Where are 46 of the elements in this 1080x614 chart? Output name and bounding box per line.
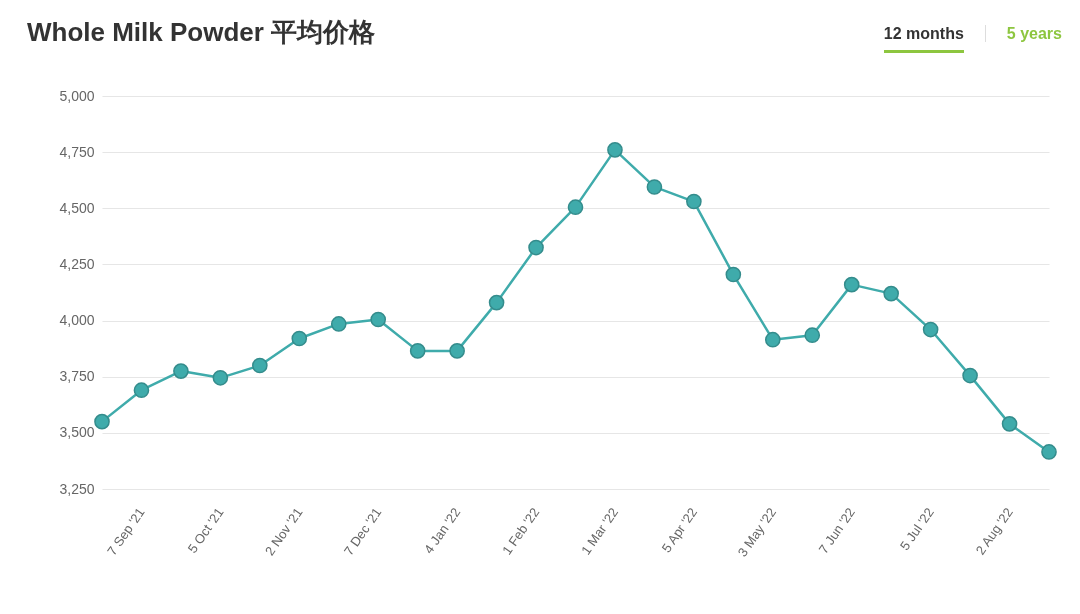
point <box>291 330 308 347</box>
point <box>804 327 821 343</box>
point <box>686 193 702 210</box>
x-tick-label: 7 Jun '22 <box>815 504 858 557</box>
point <box>567 199 584 215</box>
point <box>212 370 229 386</box>
chart-title: Whole Milk Powder 平均价格 <box>27 17 376 47</box>
point <box>94 413 110 430</box>
point <box>725 266 742 283</box>
point <box>449 343 465 359</box>
point <box>607 142 623 158</box>
y-tick-label: 5,000 <box>59 87 95 104</box>
y-tick-label: 4,500 <box>59 199 95 216</box>
point <box>409 343 426 359</box>
x-tick-label: 2 Nov '21 <box>261 504 306 559</box>
y-tick-label: 3,250 <box>59 480 95 497</box>
x-tick-label: 7 Sep '21 <box>104 504 148 559</box>
point <box>488 294 505 311</box>
x-tick-label: 5 Oct '21 <box>184 504 227 556</box>
y-tick-label: 4,000 <box>59 312 95 329</box>
y-tick-label: 4,250 <box>59 255 95 272</box>
point <box>922 321 939 338</box>
point <box>370 311 387 328</box>
y-tick-label: 3,500 <box>59 424 95 441</box>
point <box>528 239 544 256</box>
point <box>1041 444 1057 460</box>
y-tick-label: 4,750 <box>59 143 95 160</box>
point <box>252 357 268 374</box>
y-tick-label: 3,750 <box>59 368 95 385</box>
x-tick-label: 1 Mar '22 <box>578 504 622 558</box>
text: 5 years <box>1006 25 1062 42</box>
point <box>173 363 189 379</box>
text: 12 months <box>883 25 964 42</box>
point <box>330 316 347 332</box>
point <box>883 285 899 302</box>
point <box>646 179 663 195</box>
x-tick-label: 7 Dec '21 <box>340 504 385 559</box>
point <box>133 382 150 398</box>
x-tick-label: 4 Jan '22 <box>421 504 464 557</box>
point <box>1001 416 1018 432</box>
x-tick-label: 1 Feb '22 <box>499 504 543 558</box>
point <box>764 331 781 348</box>
point <box>843 276 860 293</box>
point <box>962 367 978 384</box>
x-tick-label: 5 Apr '22 <box>658 504 701 556</box>
x-tick-label: 5 Jul '22 <box>897 504 937 553</box>
